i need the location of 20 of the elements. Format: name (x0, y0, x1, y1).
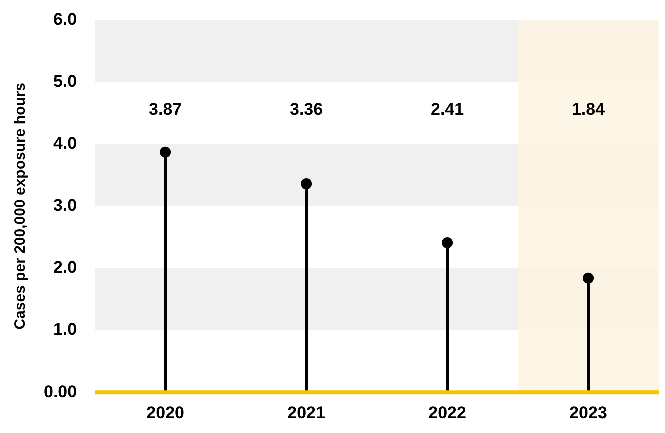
point (160, 146, 172, 158)
point (301, 178, 312, 190)
y-tick-label: 5.0 (53, 72, 78, 91)
x-tick-label: 2023 (570, 403, 608, 422)
y-axis-title: Cases per 200,000 exposure hours (12, 83, 30, 330)
y-tick-label: 0.00 (44, 382, 78, 402)
annotation: 3.87 (149, 100, 182, 119)
annotation: 2.41 (430, 100, 464, 119)
x-tick-label: 2021 (288, 403, 326, 422)
point (442, 238, 454, 249)
y-tick-label: 6.0 (53, 10, 78, 29)
point (583, 272, 594, 284)
y-tick-label: 4.0 (53, 134, 78, 154)
x-tick-label: 2022 (428, 403, 466, 422)
y-tick-label: 3.0 (53, 196, 78, 216)
x-tick-label: 2020 (146, 403, 184, 422)
annotation: 1.84 (572, 100, 606, 119)
y-tick-label: 2.0 (53, 258, 78, 278)
annotation: 3.36 (290, 100, 324, 119)
y-tick-label: 1.0 (53, 320, 78, 340)
